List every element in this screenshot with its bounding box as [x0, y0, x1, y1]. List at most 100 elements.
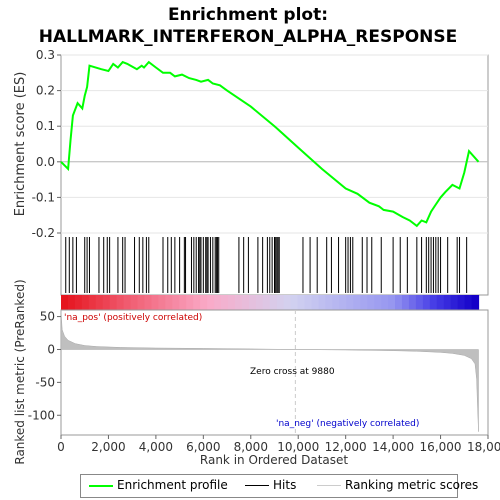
color-bar-segment [116, 295, 125, 310]
color-bar-segment [443, 295, 452, 310]
color-bar-segment [450, 295, 459, 310]
metric-tick-label: 0 [47, 342, 55, 356]
color-bar-segment [304, 295, 313, 310]
color-bar-segment [165, 295, 173, 310]
color-bar-segment [436, 295, 445, 310]
rank-color-bar [61, 295, 480, 310]
x-tick-label: 0 [57, 440, 65, 454]
color-bar-segment [221, 295, 229, 310]
color-bar-segment [88, 295, 97, 310]
color-bar-segment [311, 295, 320, 310]
color-bar-segment [255, 295, 264, 310]
color-bar-segment [81, 295, 90, 310]
color-bar-segment [158, 295, 166, 310]
color-bar-segment [290, 295, 299, 310]
x-tick-label: 8,000 [234, 440, 268, 454]
x-tick-label: 14,000 [372, 440, 414, 454]
color-bar-segment [179, 295, 187, 310]
metric-y-axis-label: Ranked list metric (PreRanked) [13, 279, 27, 464]
x-tick-label: 2,000 [91, 440, 125, 454]
color-bar-segment [374, 295, 382, 310]
color-bar-segment [471, 295, 480, 310]
color-bar-segment [172, 295, 180, 310]
metric-panel [60, 309, 489, 436]
color-bar-segment [401, 295, 410, 310]
metric-tick-label: 50 [40, 310, 55, 324]
legend-item-enrichment: Enrichment profile [117, 478, 228, 492]
color-bar-segment [388, 295, 396, 310]
color-bar-segment [422, 295, 431, 310]
pos-label: 'na_pos' (positively correlated) [64, 313, 202, 323]
color-bar-segment [248, 295, 257, 310]
es-y-axis-label: Enrichment score (ES) [13, 72, 28, 217]
x-tick-label: 4,000 [139, 440, 173, 454]
color-bar-segment [95, 295, 104, 310]
color-bar-segment [214, 295, 222, 310]
legend-swatch-metric [317, 485, 341, 486]
es-tick-label: 0.0 [36, 155, 55, 169]
color-bar-segment [318, 295, 327, 310]
color-bar-segment [67, 295, 76, 310]
color-bar-segment [109, 295, 118, 310]
x-tick-label: 10,000 [277, 440, 319, 454]
color-bar-segment [283, 295, 292, 310]
metric-area [60, 309, 479, 432]
color-bar-segment [144, 295, 153, 310]
x-axis-label: Rank in Ordered Dataset [200, 453, 348, 467]
color-bar-segment [276, 295, 285, 310]
metric-tick-label: -100 [28, 408, 55, 422]
color-bar-segment [151, 295, 160, 310]
color-bar-segment [332, 295, 340, 310]
color-bar-segment [339, 295, 347, 310]
color-bar-segment [395, 295, 403, 310]
es-panel [60, 54, 489, 234]
metric-tick-label: -50 [35, 375, 55, 389]
color-bar-segment [137, 295, 146, 310]
legend-swatch-hits [245, 485, 269, 486]
chart-title-line2: HALLMARK_INTERFERON_ALPHA_RESPONSE [39, 27, 458, 47]
color-bar-segment [123, 295, 132, 310]
es-curve [60, 60, 480, 228]
color-bar-segment [346, 295, 354, 310]
es-tick-label: 0.3 [36, 48, 55, 62]
color-bar-segment [234, 295, 243, 310]
legend-swatch-enrichment [89, 485, 113, 487]
color-bar-segment [241, 295, 250, 310]
color-bar-segment [102, 295, 111, 310]
color-bar-segment [61, 295, 69, 310]
chart-title-line1: Enrichment plot: [168, 5, 328, 25]
color-bar-segment [325, 295, 333, 310]
color-bar-segment [297, 295, 306, 310]
color-bar-segment [360, 295, 368, 310]
color-bar-segment [207, 295, 215, 310]
es-tick-label: -0.1 [32, 190, 55, 204]
color-bar-segment [367, 295, 375, 310]
color-bar-segment [200, 295, 208, 310]
color-bar-segment [381, 295, 389, 310]
color-bar-segment [262, 295, 271, 310]
es-tick-label: 0.1 [36, 119, 55, 133]
legend: Enrichment profile Hits Ranking metric s… [80, 474, 478, 498]
legend-item-hits: Hits [273, 478, 297, 492]
zero-cross-label: Zero cross at 9880 [250, 367, 335, 377]
x-tick-label: 6,000 [186, 440, 220, 454]
color-bar-segment [130, 295, 139, 310]
x-tick-label: 16,000 [420, 440, 462, 454]
es-tick-label: 0.2 [36, 84, 55, 98]
x-tick-label: 12,000 [325, 440, 367, 454]
color-bar-segment [457, 295, 466, 310]
color-bar-segment [464, 295, 473, 310]
color-bar-segment [193, 295, 201, 310]
legend-item-metric: Ranking metric scores [345, 478, 479, 492]
color-bar-segment [269, 295, 278, 310]
color-bar-segment [74, 295, 83, 310]
color-bar-segment [353, 295, 361, 310]
color-bar-segment [408, 295, 417, 310]
x-tick-label: 18,000 [467, 440, 500, 454]
color-bar-segment [415, 295, 424, 310]
neg-label: 'na_neg' (negatively correlated) [276, 419, 419, 429]
color-bar-segment [228, 295, 236, 310]
es-tick-label: -0.2 [32, 226, 55, 240]
color-bar-segment [186, 295, 194, 310]
